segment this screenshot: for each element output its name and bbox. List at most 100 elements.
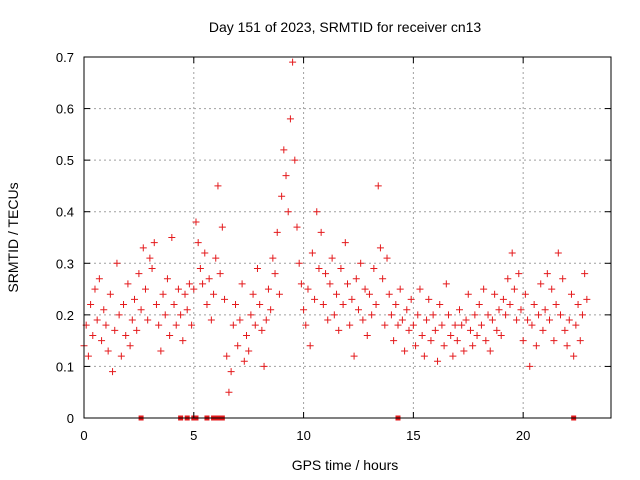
y-tick-label: 0.1	[56, 359, 74, 374]
data-point	[475, 301, 483, 309]
data-point	[273, 228, 281, 236]
data-point	[141, 285, 149, 293]
data-point	[205, 275, 213, 283]
data-point	[166, 331, 174, 339]
data-point	[190, 285, 198, 293]
data-point	[401, 347, 409, 355]
data-point	[328, 254, 336, 262]
data-point	[126, 342, 134, 350]
data-point	[434, 357, 442, 365]
data-point	[111, 326, 119, 334]
data-point	[493, 326, 501, 334]
data-point	[418, 331, 426, 339]
data-point	[170, 301, 178, 309]
data-point	[102, 321, 110, 329]
data-point	[370, 264, 378, 272]
data-point	[372, 301, 380, 309]
data-point	[532, 342, 540, 350]
data-point	[440, 342, 448, 350]
data-point	[447, 331, 455, 339]
data-point	[528, 321, 536, 329]
y-tick-label: 0.7	[56, 50, 74, 65]
data-point	[409, 321, 417, 329]
data-point	[289, 58, 297, 66]
data-point	[214, 182, 222, 190]
y-tick-label: 0	[67, 411, 74, 426]
data-point	[510, 285, 518, 293]
data-point	[407, 295, 415, 303]
data-point	[513, 316, 521, 324]
data-point	[385, 290, 393, 298]
x-tick-label: 15	[406, 428, 420, 443]
data-point	[183, 306, 191, 314]
data-point	[390, 337, 398, 345]
data-point	[95, 275, 103, 283]
data-point	[304, 285, 312, 293]
data-point	[508, 249, 516, 257]
data-point	[471, 311, 479, 319]
data-point	[150, 239, 158, 247]
data-point	[185, 280, 193, 288]
data-point	[98, 337, 106, 345]
y-tick-label: 0.6	[56, 102, 74, 117]
data-point	[131, 295, 139, 303]
data-point	[420, 352, 428, 360]
data-point	[264, 285, 272, 293]
data-point	[302, 321, 310, 329]
data-point	[275, 290, 283, 298]
data-point	[563, 342, 571, 350]
data-point	[350, 352, 358, 360]
data-point	[234, 342, 242, 350]
chart-title: Day 151 of 2023, SRMTID for receiver cn1…	[209, 19, 482, 35]
data-point	[552, 301, 560, 309]
data-point	[524, 316, 532, 324]
data-point	[122, 331, 130, 339]
data-point	[572, 321, 580, 329]
data-point	[104, 347, 112, 355]
data-point	[117, 352, 125, 360]
data-point	[365, 290, 373, 298]
data-point	[271, 270, 279, 278]
data-point	[146, 254, 154, 262]
data-point	[548, 285, 556, 293]
data-point	[565, 316, 573, 324]
data-point	[488, 316, 496, 324]
data-point	[335, 326, 343, 334]
y-axis-label: SRMTID / TECUs	[5, 182, 21, 292]
data-point	[561, 326, 569, 334]
data-point	[174, 285, 182, 293]
data-point	[453, 337, 461, 345]
data-point	[504, 275, 512, 283]
plot-frame	[83, 56, 612, 419]
data-point	[196, 264, 204, 272]
data-point	[392, 301, 400, 309]
data-point	[499, 295, 507, 303]
data-point	[541, 306, 549, 314]
data-point	[381, 321, 389, 329]
data-point	[394, 321, 402, 329]
data-point	[84, 352, 92, 360]
data-point	[179, 337, 187, 345]
data-point	[460, 347, 468, 355]
data-point	[253, 264, 261, 272]
data-point	[157, 347, 165, 355]
data-point	[240, 357, 248, 365]
data-point	[106, 290, 114, 298]
data-point	[455, 306, 463, 314]
data-point	[574, 301, 582, 309]
data-point	[559, 275, 567, 283]
x-axis-label: GPS time / hours	[292, 457, 399, 473]
data-point	[354, 306, 362, 314]
data-point	[177, 311, 185, 319]
data-point	[297, 280, 305, 288]
data-point	[436, 301, 444, 309]
data-point	[556, 311, 564, 319]
data-point	[181, 290, 189, 298]
x-tick-label: 10	[296, 428, 310, 443]
data-point	[286, 115, 294, 123]
data-point	[477, 321, 485, 329]
data-point	[396, 285, 404, 293]
data-point	[260, 362, 268, 370]
data-point	[539, 326, 547, 334]
data-point	[361, 285, 369, 293]
